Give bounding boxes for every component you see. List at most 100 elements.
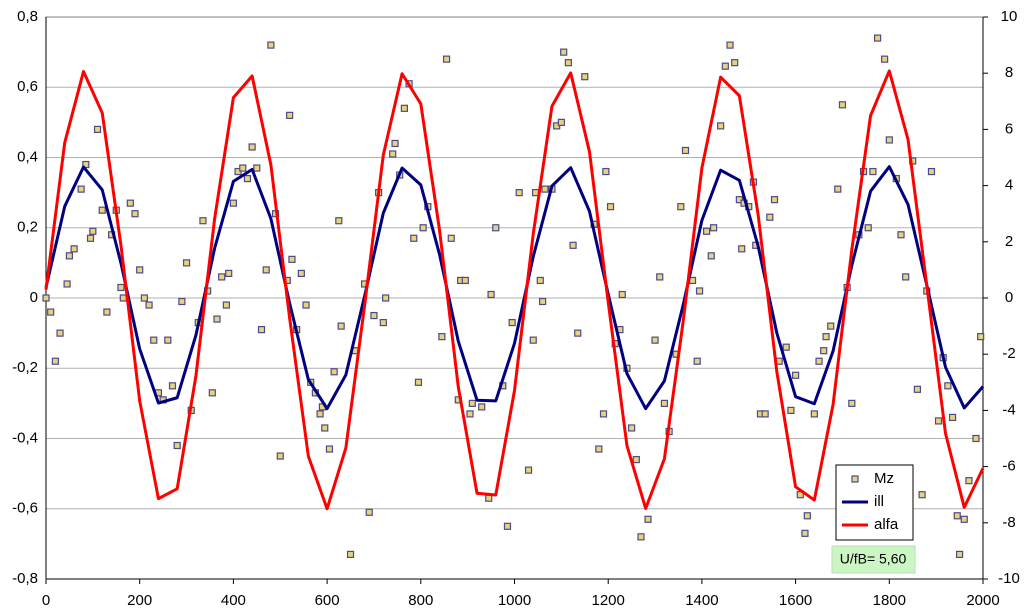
marker — [410, 234, 418, 242]
marker — [389, 150, 397, 158]
legend-marker — [851, 475, 859, 483]
marker — [581, 73, 589, 81]
marker — [574, 329, 582, 337]
marker — [761, 410, 769, 418]
marker — [717, 122, 725, 130]
marker — [131, 210, 139, 218]
marker — [103, 308, 111, 316]
marker — [492, 224, 500, 232]
marker — [656, 273, 664, 281]
marker — [810, 410, 818, 418]
marker — [838, 101, 847, 109]
marker — [834, 185, 842, 193]
marker — [391, 139, 399, 148]
marker — [569, 241, 577, 249]
marker — [557, 118, 565, 126]
annotation: U/fB= 5,60 — [840, 551, 907, 567]
marker — [948, 413, 957, 422]
legend-label: alfa — [874, 516, 899, 533]
marker — [660, 399, 669, 407]
y2-tick-label: 6 — [1005, 120, 1013, 137]
marker — [782, 343, 790, 351]
marker — [164, 336, 172, 344]
y-tick-label: 0,6 — [17, 78, 38, 95]
y-tick-label: -0,2 — [12, 359, 38, 376]
marker — [316, 410, 324, 418]
marker — [382, 294, 390, 302]
marker — [262, 266, 270, 274]
marker — [595, 445, 603, 453]
marker — [478, 403, 486, 411]
marker — [848, 399, 856, 407]
marker — [644, 515, 652, 523]
marker — [913, 385, 922, 393]
marker — [515, 189, 523, 197]
marker — [864, 224, 872, 232]
marker — [213, 315, 221, 323]
marker — [248, 143, 256, 151]
x-tick-label: 200 — [127, 592, 152, 609]
y2-tick-label: 2 — [1005, 233, 1013, 250]
marker — [70, 245, 78, 253]
marker — [693, 357, 701, 365]
marker — [602, 167, 610, 176]
marker — [536, 276, 544, 285]
y2-tick-label: 4 — [1005, 177, 1013, 194]
marker — [51, 357, 59, 365]
y-tick-label: 0,8 — [17, 8, 38, 25]
marker — [438, 333, 446, 341]
legend-label: Mz — [874, 470, 894, 487]
y-tick-label: 0,2 — [17, 219, 38, 236]
marker — [681, 146, 690, 155]
marker — [86, 234, 95, 242]
marker — [447, 234, 455, 242]
y2-tick-label: -4 — [1002, 401, 1015, 418]
marker — [218, 273, 226, 281]
marker — [965, 477, 973, 485]
marker — [524, 466, 533, 474]
marker — [466, 410, 474, 418]
marker — [953, 512, 961, 520]
legend-label: ill — [874, 493, 884, 510]
marker — [239, 164, 247, 172]
marker — [173, 441, 181, 450]
marker — [815, 357, 823, 365]
marker — [503, 522, 512, 530]
marker — [695, 287, 704, 295]
marker — [93, 125, 102, 134]
marker — [370, 311, 378, 320]
marker — [288, 255, 296, 263]
marker — [564, 59, 572, 67]
marker — [702, 227, 711, 235]
marker — [150, 336, 158, 344]
y2-tick-label: 0 — [1005, 289, 1013, 306]
marker — [485, 494, 493, 502]
marker — [65, 252, 74, 260]
marker — [972, 434, 980, 443]
y-tick-label: -0,4 — [12, 429, 38, 446]
x-tick-label: 800 — [408, 592, 433, 609]
y-tick-label: 0,4 — [17, 148, 38, 165]
marker — [944, 382, 952, 390]
marker — [770, 196, 779, 204]
marker — [178, 297, 186, 306]
marker — [955, 550, 964, 559]
marker — [731, 59, 739, 67]
marker — [707, 252, 715, 260]
marker — [126, 199, 134, 207]
marker — [539, 297, 547, 306]
marker — [199, 217, 207, 225]
x-tick-label: 0 — [42, 592, 50, 609]
marker — [419, 224, 427, 232]
x-tick-label: 1400 — [685, 592, 718, 609]
marker — [222, 301, 230, 309]
marker — [791, 371, 800, 379]
marker — [182, 259, 191, 267]
marker — [400, 104, 409, 112]
x-tick-label: 400 — [221, 592, 246, 609]
y-tick-label: 0 — [30, 289, 38, 306]
marker — [529, 336, 537, 344]
y2-tick-label: -2 — [1002, 345, 1015, 362]
marker — [885, 136, 893, 144]
